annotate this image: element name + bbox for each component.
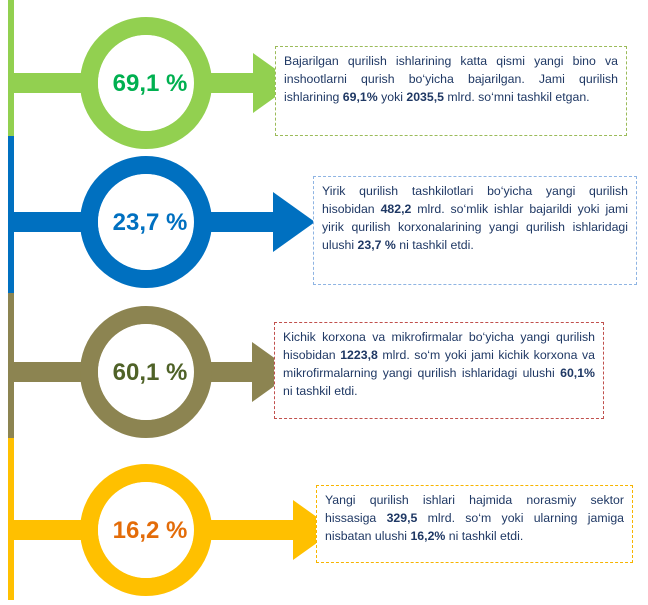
note-text: mlrd. so‘m yoki ularning jamiga nisbatan… [325,511,625,543]
ring-icon [80,156,212,288]
arrow-icon [192,192,315,252]
connector-bar [8,520,84,540]
arrow-icon [192,500,335,560]
percent-label: 60,1 % [113,359,188,386]
connector-bar [8,73,84,93]
note-value: 69,1% [342,90,378,104]
arrow-icon [192,53,295,113]
percent-label: 23,7 % [113,209,188,236]
ring-inner [98,35,194,131]
ring-icon [80,17,212,149]
ring-inner [98,482,194,578]
note-text: ni tashkil etdi. [395,238,474,252]
note-value: 329,5 [386,511,418,525]
note-text: ni tashkil etdi. [445,529,524,543]
note-value: 16,2% [410,529,446,543]
timeline-bar-segment [8,438,14,600]
ring-icon [80,464,212,596]
note-text: yoki [377,90,407,104]
note-text: Kichik korxona va mikrofirmalar bo‘yicha… [283,330,595,362]
ring-inner [98,174,194,270]
note-text: Yirik qurilish tashkilotlari bo‘yicha ya… [322,184,628,216]
connector-bar [8,212,84,232]
note-text: mlrd. so‘mlik ishlar bajarildi yoki jami… [322,202,628,252]
arrow-icon [192,342,294,402]
note-value: 23,7 % [357,238,396,252]
ring-inner [98,324,194,420]
note-value: 1223,8 [340,348,378,362]
percent-label: 69,1 % [113,70,188,97]
percent-label: 16,2 % [113,517,188,544]
connector-bar [8,362,84,382]
timeline-bar-segment [8,0,14,136]
note-box: Yirik qurilish tashkilotlari bo‘yicha ya… [313,176,637,285]
note-text: Bajarilgan qurilish ishlarining katta qi… [284,54,618,104]
note-box: Kichik korxona va mikrofirmalar bo‘yicha… [274,322,604,419]
note-value: 482,2 [380,202,412,216]
note-value: 60,1% [560,366,595,380]
note-text: mlrd. so‘m yoki jami kichik korxona va m… [283,348,595,380]
note-box: Bajarilgan qurilish ishlarining katta qi… [275,46,627,136]
note-value: 2035,5 [406,90,444,104]
ring-icon [80,306,212,438]
note-text: ni tashkil etdi. [283,384,358,398]
note-text: Yangi qurilish ishlari hajmida norasmiy … [325,493,624,525]
note-text: mlrd. so‘mni tashkil etgan. [444,90,590,104]
note-box: Yangi qurilish ishlari hajmida norasmiy … [316,485,633,563]
